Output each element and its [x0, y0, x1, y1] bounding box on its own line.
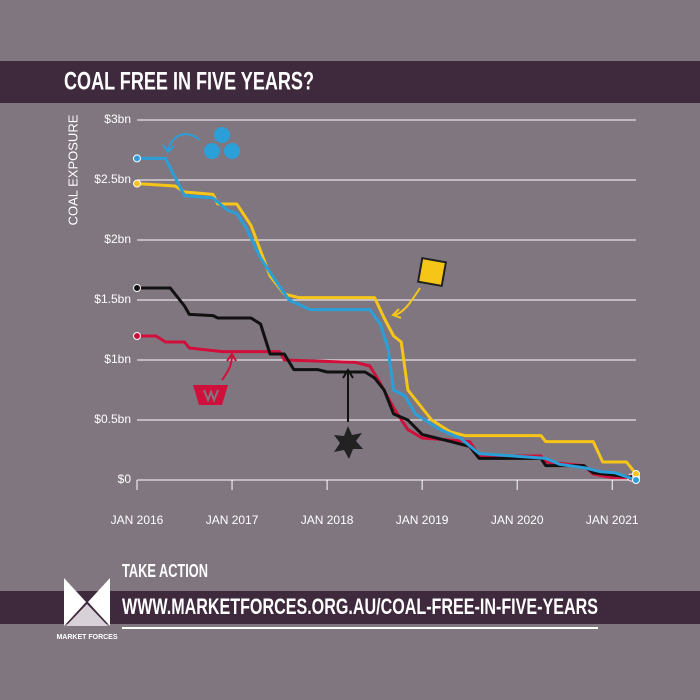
- footer-band: [0, 591, 700, 624]
- blue-logo: [162, 127, 240, 159]
- chart-title: COAL FREE IN FIVE YEARS?: [64, 68, 314, 96]
- action-label: TAKE ACTION: [122, 561, 208, 581]
- black-logo: [334, 368, 363, 459]
- red-logo: [193, 352, 237, 405]
- x-tick-label: JAN 2018: [301, 513, 354, 527]
- end-dot: [133, 284, 141, 292]
- end-dot: [133, 154, 141, 163]
- y-tick-label: $0.5bn: [94, 412, 131, 426]
- x-tick-label: JAN 2021: [586, 513, 639, 527]
- series-line: [136, 182, 638, 475]
- end-dot: [632, 476, 640, 484]
- x-tick-label: JAN 2020: [491, 513, 544, 527]
- end-dot: [133, 332, 141, 340]
- series-line: [137, 286, 637, 480]
- y-tick-label: $3bn: [104, 112, 131, 126]
- y-tick-label: $2.5bn: [94, 172, 131, 186]
- url[interactable]: WWW.MARKETFORCES.ORG.AU/COAL-FREE-IN-FIV…: [122, 594, 598, 619]
- y-tick-label: $2bn: [104, 232, 131, 246]
- y-tick-label: $0: [118, 472, 132, 486]
- x-tick-label: JAN 2016: [111, 513, 164, 527]
- y-tick-label: $1bn: [104, 352, 131, 366]
- x-tick-label: JAN 2019: [396, 513, 449, 527]
- plot: $0 $0.5bn $1bn $1.5bn $2bn $2.5bn $3bn JAN 2016…: [94, 112, 640, 527]
- end-dot: [133, 179, 141, 188]
- title-band: [0, 61, 700, 103]
- brand-name: MARKET FORCES: [56, 634, 117, 641]
- x-tick-label: JAN 2017: [206, 513, 259, 527]
- yellow-logo: [391, 256, 448, 319]
- y-axis-label: COAL EXPOSURE: [65, 114, 80, 225]
- series-line: [137, 156, 637, 482]
- y-tick-label: $1.5bn: [94, 292, 131, 306]
- brand-logo: [64, 578, 110, 626]
